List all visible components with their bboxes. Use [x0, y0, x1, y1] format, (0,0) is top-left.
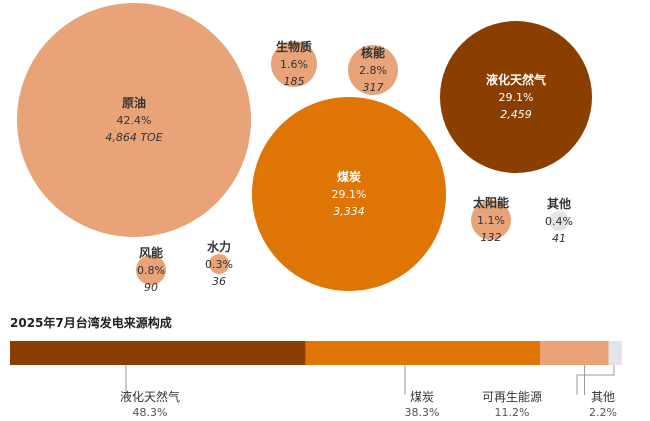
bubble-value: 3,334 [333, 205, 365, 218]
bubble-3: 生物质 1.6% 185 [271, 39, 317, 88]
bubble-circle [471, 200, 511, 240]
bubble-6: 其他 0.4% 41 [545, 196, 573, 245]
bubble-circle [209, 254, 229, 274]
bubble-name: 煤炭 [337, 169, 361, 184]
bubble-value: 41 [552, 232, 566, 245]
bubble-percent: 0.3% [205, 258, 233, 271]
bubble-value: 317 [363, 81, 384, 94]
bubble-name: 原油 [122, 95, 146, 110]
bubble-value: 36 [212, 275, 226, 288]
bar-segment-3 [608, 341, 622, 365]
bubble-name: 其他 [547, 196, 571, 211]
bubble-4: 核能 2.8% 317 [348, 45, 398, 95]
bubble-name: 太阳能 [473, 195, 509, 210]
bubble-name: 核能 [361, 45, 385, 60]
bubble-value: 2,459 [500, 108, 532, 121]
bubble-circle [252, 97, 446, 291]
bubble-percent: 1.1% [477, 214, 505, 227]
bubble-5: 太阳能 1.1% 132 [471, 195, 511, 244]
bubble-circle [271, 41, 317, 87]
bubble-name: 生物质 [276, 39, 312, 54]
bubble-name: 液化天然气 [486, 72, 546, 87]
bubble-value: 90 [144, 281, 158, 294]
bubble-percent: 42.4% [117, 114, 152, 127]
bar-segment-2 [539, 341, 609, 365]
bar-segment-percent: 38.3% [405, 406, 440, 419]
bar-segment-name: 可再生能源 [482, 390, 542, 404]
bubble-circle [136, 255, 166, 285]
bar-segment-name: 液化天然气 [120, 389, 180, 404]
bar-segment-percent: 2.2% [589, 406, 617, 419]
bar-segment-percent: 11.2% [495, 406, 530, 419]
bubble-percent: 1.6% [280, 58, 308, 71]
bubble-chart: 原油 42.4% 4,864 TOE 煤炭 29.1% 3,334 液化天然气 29.1% 2,… [17, 3, 592, 294]
bubble-circle [549, 211, 569, 231]
bubble-circle [17, 3, 251, 237]
bar-segment-0 [10, 341, 306, 365]
bubble-circle [440, 21, 592, 173]
bubble-percent: 0.8% [137, 264, 165, 277]
bubble-percent: 29.1% [499, 91, 534, 104]
bubble-2: 液化天然气 29.1% 2,459 [440, 21, 592, 173]
bubble-name: 水力 [207, 239, 231, 254]
stacked-bar-chart: 液化天然气 48.3% 煤炭 38.3% 可再生能源 11.2% 其他 2.2% [10, 341, 622, 419]
bubble-value: 185 [284, 75, 305, 88]
bubble-7: 风能 0.8% 90 [136, 245, 166, 294]
bubble-percent: 2.8% [359, 64, 387, 77]
bar-segment-1 [305, 341, 540, 365]
bubble-percent: 0.4% [545, 215, 573, 228]
bubble-8: 水力 0.3% 36 [205, 239, 233, 288]
bubble-0: 原油 42.4% 4,864 TOE [17, 3, 251, 237]
bubble-value: 4,864 TOE [105, 131, 162, 144]
bar-connector [576, 365, 615, 395]
bar-segment-name: 煤炭 [410, 390, 434, 404]
bar-chart-title: 2025年7月台湾发电来源构成 [10, 316, 172, 330]
bubble-circle [348, 45, 398, 95]
bubble-1: 煤炭 29.1% 3,334 [252, 97, 446, 291]
bubble-name: 风能 [139, 245, 163, 260]
bar-segment-name: 其他 [591, 390, 615, 404]
bubble-percent: 29.1% [332, 188, 367, 201]
bubble-value: 132 [481, 231, 502, 244]
bar-segment-percent: 48.3% [133, 406, 168, 419]
